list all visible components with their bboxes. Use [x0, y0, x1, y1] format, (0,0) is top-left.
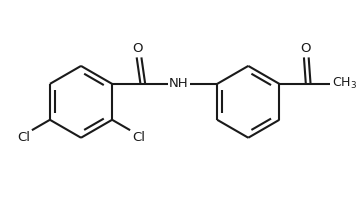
Text: O: O: [300, 42, 310, 55]
Text: Cl: Cl: [132, 131, 145, 144]
Text: O: O: [132, 42, 143, 55]
Text: NH: NH: [169, 77, 189, 90]
Text: Cl: Cl: [17, 131, 30, 144]
Text: CH$_3$: CH$_3$: [332, 76, 357, 91]
